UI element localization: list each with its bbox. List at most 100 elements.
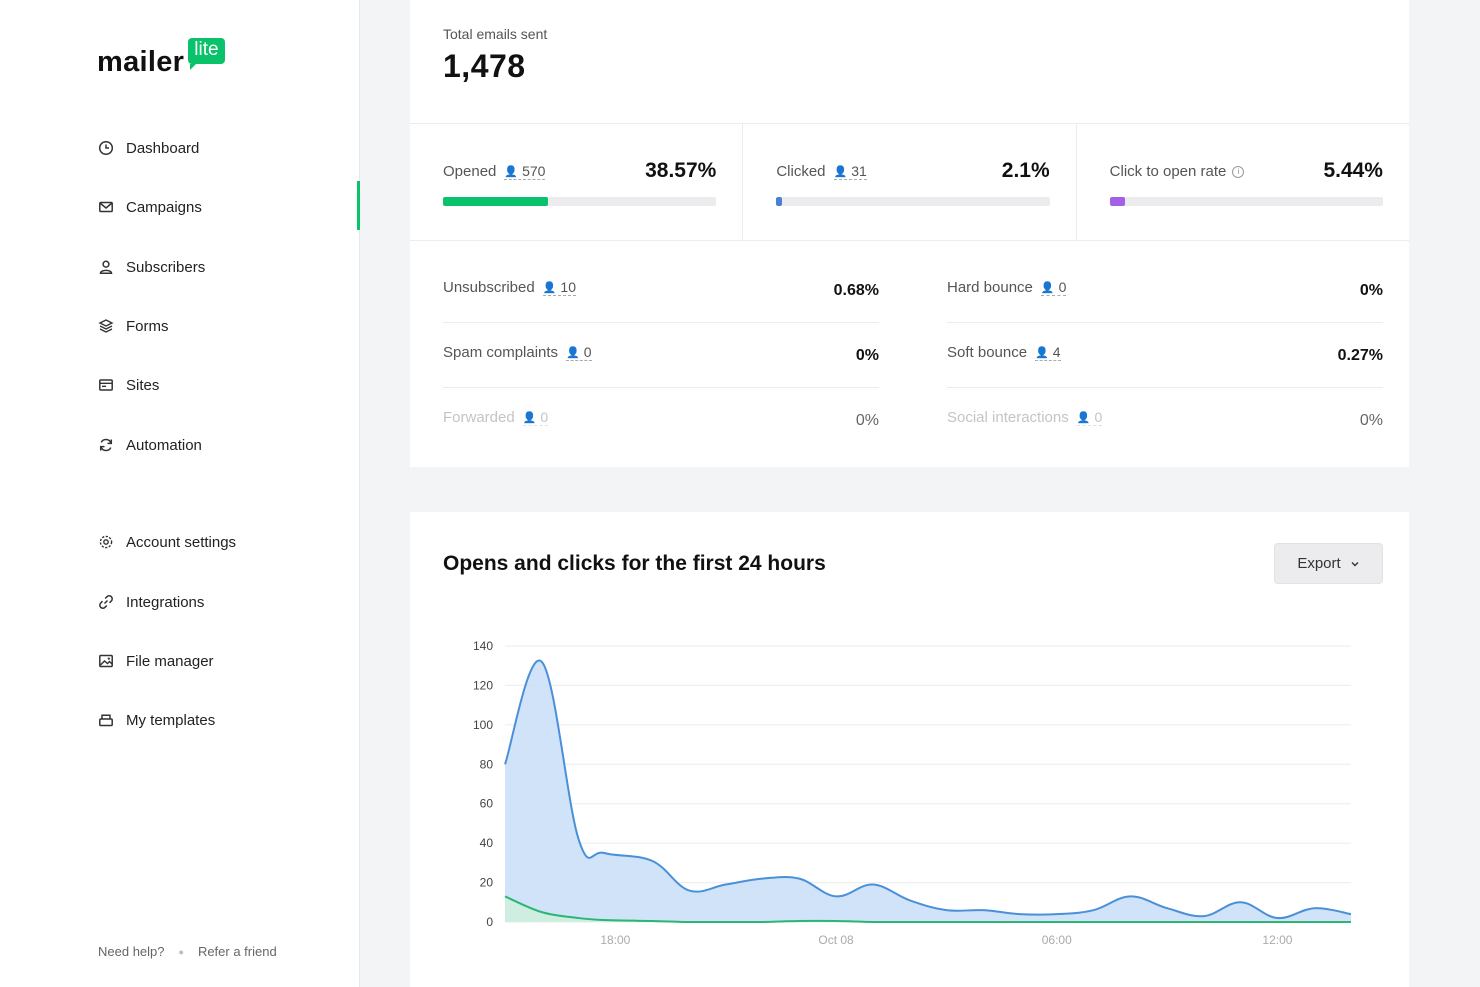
y-tick-label: 80 (480, 757, 494, 771)
nav-item-label: File manager (126, 652, 214, 670)
nav-item-account-settings[interactable]: Account settings (97, 533, 236, 551)
stat-label: Unsubscribed (443, 279, 535, 296)
stat-label-group: Unsubscribed 👤 10 (443, 279, 576, 296)
stat-label: Hard bounce (947, 279, 1033, 296)
stat-soft-bounce: Soft bounce 👤 4 0.27% (947, 323, 1383, 388)
stat-count[interactable]: 👤 0 (1040, 279, 1067, 296)
person-icon: 👤 (522, 411, 537, 424)
nav-item-file-manager[interactable]: File manager (97, 652, 214, 670)
person-icon: 👤 (833, 165, 848, 178)
stat-label-group: Hard bounce 👤 0 (947, 279, 1067, 296)
stat-value: 0% (855, 412, 879, 429)
metric-count[interactable]: 👤 31 (833, 163, 867, 180)
stat-value: 0.27% (1337, 347, 1383, 364)
x-tick-label: Oct 08 (818, 933, 854, 947)
metric-progress-bar (776, 197, 1050, 206)
stat-count[interactable]: 👤 0 (566, 344, 592, 361)
layers-icon (97, 317, 115, 335)
nav-item-dashboard[interactable]: Dashboard (97, 139, 199, 157)
stat-label-group: Forwarded 👤 0 (443, 409, 549, 426)
metric-progress-fill (443, 197, 549, 206)
series-0-line (504, 659, 1352, 920)
nav-item-automation[interactable]: Automation (97, 436, 202, 454)
nav-item-label: Account settings (126, 533, 237, 551)
stat-count-value: 0 (1058, 279, 1067, 295)
metric-clicked: Clicked 👤 31 2.1% (743, 124, 1077, 240)
campaign-summary-card: Total emails sent 1,478 Opened 👤 570 38.57%… (410, 0, 1409, 467)
metric-progress-bar (1109, 197, 1383, 206)
browser-icon (97, 376, 115, 394)
stat-count-value: 4 (1052, 344, 1061, 360)
nav-item-label: Campaigns (126, 198, 202, 216)
sidebar-footer: Need help? ● Refer a friend (98, 944, 277, 959)
stat-count[interactable]: 👤 0 (522, 409, 549, 426)
stat-forwarded: Forwarded 👤 0 0% (443, 388, 879, 453)
person-icon: 👤 (542, 281, 557, 294)
refer-friend-link[interactable]: Refer a friend (197, 944, 277, 959)
metric-progress-bar (443, 197, 717, 206)
stat-label-group: Social interactions 👤 0 (947, 409, 1103, 426)
stat-spam-complaints: Spam complaints 👤 0 0% (443, 323, 879, 388)
nav-item-campaigns[interactable]: Campaigns (97, 198, 202, 216)
metric-count-value: 31 (851, 163, 867, 179)
separator-dot: ● (178, 946, 184, 957)
stat-label-group: Spam complaints 👤 0 (443, 344, 592, 361)
link-icon (97, 593, 115, 611)
nav-item-label: My templates (126, 711, 216, 729)
metric-label: Clicked (776, 163, 826, 180)
y-tick-label: 120 (473, 678, 493, 692)
nav-item-my-templates[interactable]: My templates (97, 711, 215, 729)
export-label: Export (1297, 555, 1341, 572)
x-tick-label: 06:00 (1042, 933, 1072, 947)
metric-count-value: 570 (522, 163, 546, 179)
metric-opened: Opened 👤 570 38.57% (410, 124, 744, 240)
active-nav-indicator (357, 181, 360, 230)
stat-count[interactable]: 👤 0 (1076, 409, 1103, 426)
stat-social-interactions: Social interactions 👤 0 0% (947, 388, 1383, 453)
x-tick-label: 12:00 (1262, 933, 1292, 947)
refresh-icon (97, 436, 115, 454)
export-button[interactable]: Export (1274, 543, 1383, 584)
y-tick-label: 0 (486, 915, 493, 929)
stat-value: 0% (1359, 282, 1383, 299)
stat-value: 0% (1359, 412, 1383, 429)
metric-progress-fill (1109, 197, 1125, 206)
metric-label: Opened (443, 163, 497, 180)
person-icon: 👤 (1076, 411, 1091, 424)
stat-count-value: 0 (1094, 409, 1103, 425)
y-tick-label: 60 (480, 797, 494, 811)
nav-item-sites[interactable]: Sites (97, 376, 159, 394)
nav-item-integrations[interactable]: Integrations (97, 593, 204, 611)
series-0-area (505, 660, 1351, 922)
person-icon: 👤 (1035, 346, 1049, 359)
total-sent-label: Total emails sent (443, 26, 548, 42)
metric-progress-fill (776, 197, 783, 206)
stat-count-value: 0 (583, 344, 592, 360)
stat-count[interactable]: 👤 10 (542, 279, 576, 296)
logo-badge: lite (188, 38, 225, 70)
metric-label-group: Clicked 👤 31 (776, 163, 867, 180)
stat-value: 0.68% (833, 282, 879, 299)
x-tick-label: 18:00 (600, 933, 630, 947)
person-icon: 👤 (566, 346, 580, 359)
stat-count[interactable]: 👤 4 (1035, 344, 1061, 361)
logo-text: mailer (97, 46, 185, 78)
nav-item-label: Forms (126, 317, 169, 335)
mail-icon (97, 198, 115, 216)
nav-item-forms[interactable]: Forms (97, 317, 169, 335)
stat-label-group: Soft bounce 👤 4 (947, 344, 1061, 361)
stat-unsubscribed: Unsubscribed 👤 10 0.68% (443, 258, 879, 323)
need-help-link[interactable]: Need help? (98, 944, 165, 959)
total-sent-value: 1,478 (443, 48, 526, 84)
mailerlite-logo[interactable]: mailer lite (97, 38, 225, 79)
info-icon[interactable]: i (1232, 165, 1245, 178)
opens-clicks-chart: 0 20 40 60 80 100 120 140 18:00 Oct 08 06:00 12:00 (473, 639, 1352, 947)
metric-row: Opened 👤 570 38.57% Clicked 👤 31 2.1% Click to o… (410, 123, 1409, 241)
nav-item-label: Dashboard (126, 139, 200, 157)
nav-item-subscribers[interactable]: Subscribers (97, 258, 205, 276)
metric-count[interactable]: 👤 570 (504, 163, 546, 180)
clock-icon (97, 139, 115, 157)
stat-label: Forwarded (443, 409, 515, 426)
y-tick-label: 140 (473, 639, 493, 653)
stat-label: Social interactions (947, 409, 1069, 426)
